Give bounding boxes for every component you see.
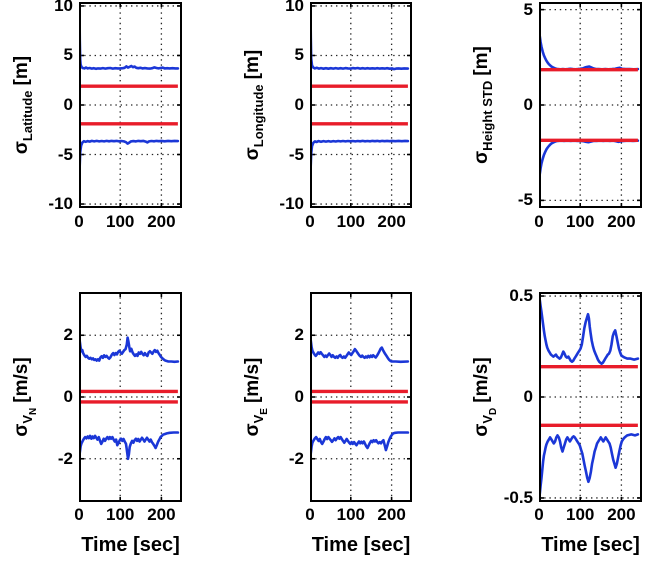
plot-area-sigma-ve xyxy=(310,292,412,502)
y-axis-label-subscript: V xyxy=(480,414,495,424)
y-tick-label: -2 xyxy=(57,448,73,468)
series-std-upper-line xyxy=(539,30,640,71)
x-tick-label: 0 xyxy=(534,505,544,524)
x-tick-label: 100 xyxy=(336,212,365,231)
y-tick-label: 0 xyxy=(523,95,533,114)
axis-border xyxy=(539,2,642,208)
plot-area-sigma-longitude xyxy=(310,2,412,208)
y-tick-label: -10 xyxy=(48,194,73,214)
axis-border xyxy=(310,292,412,502)
plot-area-sigma-latitude xyxy=(79,2,182,208)
y-tick-label: 10 xyxy=(54,0,73,15)
plot-area-sigma-vn xyxy=(79,292,182,502)
x-tick-label: 0 xyxy=(305,212,315,231)
x-tick-label: 100 xyxy=(106,505,135,524)
x-tick-label: 200 xyxy=(147,212,176,231)
series-std-lower-line xyxy=(310,431,410,462)
y-tick-label: -10 xyxy=(279,194,304,214)
y-tick-label: 0 xyxy=(294,95,304,114)
y-axis-label-subscript: V xyxy=(20,414,35,424)
sigma-symbol: σ xyxy=(242,423,263,437)
x-tick-label: 200 xyxy=(377,505,406,524)
y-tick-label: 2 xyxy=(294,325,304,345)
axis-border xyxy=(79,292,182,502)
x-tick-label: 200 xyxy=(607,212,636,231)
sigma-symbol: σ xyxy=(471,150,492,164)
axis-border xyxy=(310,2,412,208)
series-std-lower-line xyxy=(539,139,640,180)
series-std-upper-line xyxy=(310,332,410,364)
series-std-upper-line xyxy=(539,294,640,365)
y-axis-unit: [m] xyxy=(471,46,492,76)
y-axis-label-subsubscript: N xyxy=(28,407,39,415)
series-std-upper-line xyxy=(310,2,410,71)
x-axis-label: Time [sec] xyxy=(81,534,180,556)
y-axis-label-subscript: V xyxy=(251,414,266,424)
y-tick-label: 2 xyxy=(63,325,73,345)
y-tick-label: 5 xyxy=(523,0,533,19)
y-tick-label: -0.5 xyxy=(503,487,533,507)
series-std-lower-line xyxy=(539,433,640,500)
sigma-symbol: σ xyxy=(471,423,492,437)
y-axis-label-subscript: Longitude xyxy=(251,84,266,148)
y-tick-label: -5 xyxy=(517,190,533,210)
x-tick-label: 200 xyxy=(377,212,406,231)
y-tick-label: 0 xyxy=(294,387,304,406)
x-axis-label: Time [sec] xyxy=(541,534,640,556)
x-axis-label: Time [sec] xyxy=(311,534,411,556)
x-tick-label: 0 xyxy=(74,505,84,524)
x-tick-label: 100 xyxy=(336,505,365,524)
axis-border xyxy=(539,292,642,502)
x-tick-label: 100 xyxy=(106,212,135,231)
y-axis-label-subscript: Height STD xyxy=(480,80,495,151)
y-tick-label: -5 xyxy=(288,144,304,164)
y-tick-label: 5 xyxy=(294,45,304,65)
x-tick-label: 0 xyxy=(305,505,315,524)
series-std-lower-line xyxy=(79,431,180,462)
series-std-upper-line xyxy=(79,2,180,71)
plot-area-sigma-height-std xyxy=(539,2,642,208)
plot-area-sigma-vd xyxy=(539,292,642,502)
x-tick-label: 0 xyxy=(534,212,544,231)
y-tick-label: 0 xyxy=(523,387,533,406)
y-tick-label: -2 xyxy=(288,448,304,468)
axis-border xyxy=(79,2,182,208)
x-tick-label: 100 xyxy=(566,212,595,231)
y-tick-label: 0.5 xyxy=(509,286,533,306)
series-std-upper-line xyxy=(79,332,180,364)
series-std-lower-line xyxy=(310,139,410,176)
x-tick-label: 200 xyxy=(607,505,636,524)
x-tick-label: 200 xyxy=(147,505,176,524)
y-tick-label: 0 xyxy=(63,387,73,406)
y-axis-label-subsubscript: E xyxy=(259,408,270,415)
y-tick-label: -5 xyxy=(57,144,73,164)
y-tick-label: 0 xyxy=(63,95,73,114)
series-std-lower-line xyxy=(79,139,180,176)
sigma-symbol: σ xyxy=(11,423,32,437)
y-tick-label: 10 xyxy=(285,0,304,15)
y-axis-label-subsubscript: D xyxy=(488,407,499,415)
y-tick-label: 5 xyxy=(63,45,73,65)
x-tick-label: 100 xyxy=(566,505,595,524)
x-tick-label: 0 xyxy=(74,212,84,231)
